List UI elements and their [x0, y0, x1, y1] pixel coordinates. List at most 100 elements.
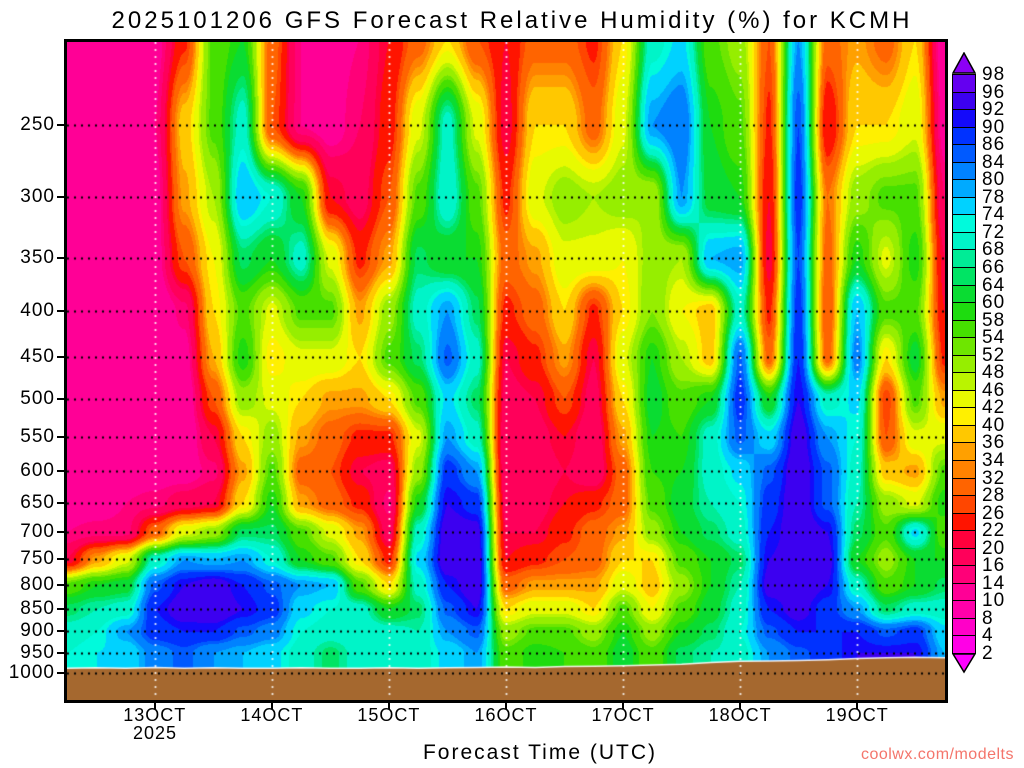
colorbar-label-72: 72 [982, 221, 1006, 243]
y-tick-label-750: 750 [20, 548, 55, 570]
y-tick-mark [57, 356, 64, 359]
colorbar-arrow-up-icon [952, 52, 976, 74]
colorbar-label-32: 32 [982, 467, 1006, 489]
colorbar-cell [952, 389, 976, 409]
y-tick-mark [57, 435, 64, 438]
colorbar-cell [952, 249, 976, 269]
colorbar-cell [952, 319, 976, 339]
x-tick-mark [856, 701, 859, 709]
colorbar-label-98: 98 [982, 64, 1006, 85]
colorbar-label-58: 58 [982, 309, 1006, 331]
watermark-link[interactable]: coolwx.com/modelts [860, 746, 1014, 763]
colorbar-label-14: 14 [982, 572, 1006, 594]
colorbar-label-54: 54 [982, 327, 1006, 349]
colorbar-cell [952, 266, 976, 286]
colorbar-label-20: 20 [982, 537, 1006, 559]
colorbar-label-48: 48 [982, 362, 1006, 384]
y-tick-label-600: 600 [20, 460, 55, 482]
colorbar-cell [952, 74, 976, 93]
colorbar-cell [952, 284, 976, 304]
colorbar-label-80: 80 [982, 169, 1006, 191]
colorbar-label-66: 66 [982, 256, 1006, 278]
colorbar-label-68: 68 [982, 239, 1006, 261]
y-tick-label-550: 550 [20, 425, 55, 447]
x-tick-mark [622, 701, 625, 709]
y-tick-label-700: 700 [20, 521, 55, 542]
colorbar-cell [952, 372, 976, 391]
y-tick-mark [57, 583, 64, 586]
x-tick-mark [153, 701, 156, 709]
colorbar-label-74: 74 [982, 204, 1006, 226]
colorbar-label-10: 10 [982, 590, 1006, 612]
colorbar-label-52: 52 [982, 344, 1006, 366]
y-tick-mark [57, 257, 64, 259]
y-tick-mark [57, 123, 64, 126]
colorbar-cell [952, 161, 976, 181]
y-tick-label-850: 850 [20, 597, 55, 619]
colorbar-cell [952, 109, 976, 128]
colorbar-cell [952, 354, 976, 374]
colorbar-cell [952, 407, 976, 427]
x-tick-mark [739, 701, 742, 709]
colorbar-cell [952, 617, 976, 637]
y-tick-label-500: 500 [20, 387, 55, 409]
rh-heatmap-canvas [67, 42, 945, 700]
colorbar-label-92: 92 [982, 99, 1006, 121]
y-tick-label-350: 350 [20, 247, 55, 268]
colorbar-label-86: 86 [982, 134, 1006, 156]
colorbar-cell [952, 126, 976, 146]
colorbar-arrow-down-icon [952, 653, 976, 674]
colorbar-label-28: 28 [982, 485, 1006, 507]
colorbar-label-4: 4 [982, 625, 994, 647]
y-tick-mark [57, 309, 64, 312]
colorbar-label-42: 42 [982, 397, 1006, 419]
x-tick-mark [505, 701, 507, 709]
colorbar-cell [952, 337, 976, 356]
y-tick-label-250: 250 [20, 113, 55, 135]
colorbar-cell [952, 459, 976, 479]
colorbar-cell [952, 477, 976, 497]
colorbar-cell [952, 495, 976, 514]
y-tick-label-400: 400 [20, 299, 55, 321]
colorbar-label-40: 40 [982, 414, 1006, 436]
x-tick-mark [387, 701, 390, 709]
y-tick-mark [57, 531, 64, 533]
y-tick-label-450: 450 [20, 346, 55, 368]
colorbar-cell [952, 196, 976, 216]
y-tick-mark [57, 397, 64, 400]
y-tick-mark [57, 607, 64, 610]
colorbar-cell [952, 179, 976, 198]
colorbar-cell [952, 231, 976, 251]
x-axis-year-label: 2025 [132, 723, 178, 743]
x-tick-label-15OCT: 15OCT [357, 705, 421, 725]
colorbar-label-90: 90 [982, 116, 1006, 138]
y-tick-mark [57, 672, 64, 674]
colorbar-label-60: 60 [982, 292, 1006, 314]
colorbar-cell [952, 547, 976, 567]
colorbar-label-64: 64 [982, 274, 1006, 296]
y-tick-mark [57, 196, 64, 199]
colorbar-label-96: 96 [982, 81, 1006, 103]
colorbar-cell [952, 302, 976, 321]
colorbar-label-84: 84 [982, 151, 1006, 173]
colorbar-cell [952, 424, 976, 444]
colorbar-label-36: 36 [982, 432, 1006, 454]
y-tick-label-1000: 1000 [8, 662, 55, 683]
colorbar-cell [952, 91, 976, 111]
colorbar-label-46: 46 [982, 379, 1006, 401]
x-tick-label-17OCT: 17OCT [591, 705, 655, 725]
colorbar-label-22: 22 [982, 520, 1006, 542]
colorbar-cell [952, 635, 976, 655]
y-tick-mark [57, 630, 64, 633]
colorbar-label-16: 16 [982, 555, 1006, 577]
x-tick-label-14OCT: 14OCT [240, 705, 304, 725]
colorbar-cell [952, 214, 976, 234]
y-tick-mark [57, 558, 64, 561]
y-tick-label-650: 650 [20, 491, 55, 513]
x-tick-label-18OCT: 18OCT [708, 705, 772, 725]
colorbar-label-2: 2 [982, 642, 994, 664]
x-tick-label-16OCT: 16OCT [474, 705, 538, 725]
y-tick-label-800: 800 [20, 573, 55, 595]
x-tick-label-13OCT: 13OCT [123, 705, 187, 725]
